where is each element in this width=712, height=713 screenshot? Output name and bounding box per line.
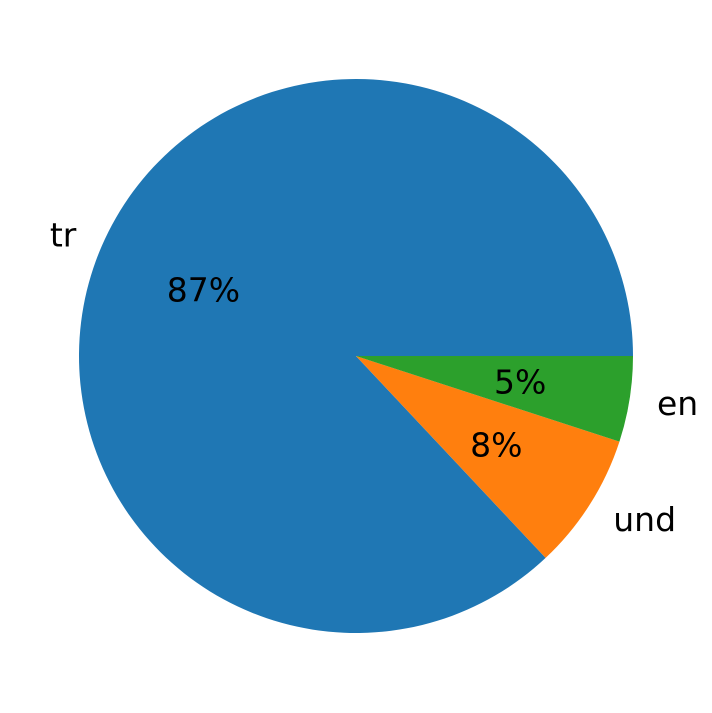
pct-label-en: 5% — [494, 362, 546, 401]
pie-slice-en — [356, 356, 633, 442]
pct-label-und: 8% — [470, 426, 522, 465]
slice-label-en: en — [657, 384, 698, 423]
slice-label-und: und — [613, 500, 676, 539]
slice-label-tr: tr — [50, 215, 77, 254]
pie-slice-und — [356, 356, 620, 558]
pie-slice-tr — [79, 79, 633, 634]
pct-label-tr: 87% — [167, 270, 240, 309]
